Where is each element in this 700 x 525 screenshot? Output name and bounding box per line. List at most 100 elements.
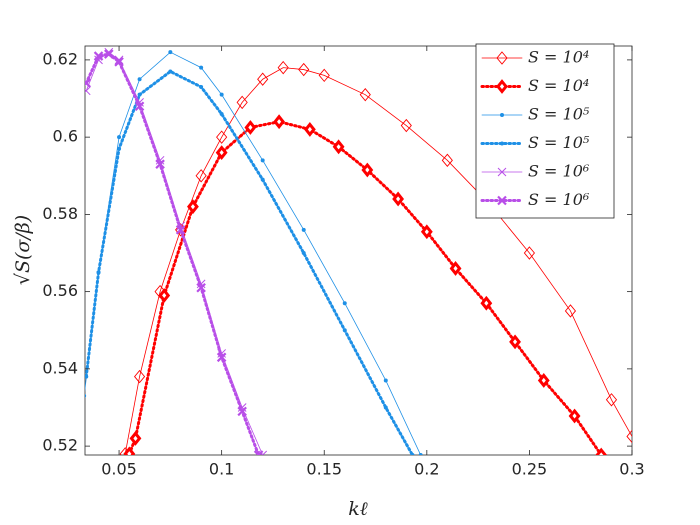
marker bbox=[196, 282, 206, 293]
marker bbox=[500, 141, 504, 146]
marker bbox=[85, 78, 92, 88]
y-axis-label: √S(σ/β) bbox=[12, 215, 34, 285]
marker bbox=[137, 92, 142, 97]
marker bbox=[568, 408, 581, 424]
series-line bbox=[85, 69, 414, 455]
x-tick-label: 0.3 bbox=[619, 460, 644, 479]
legend-label: S = 10⁶ bbox=[528, 162, 590, 181]
marker bbox=[260, 177, 265, 182]
marker bbox=[420, 224, 433, 240]
marker bbox=[361, 162, 374, 178]
plot-layer bbox=[85, 47, 632, 455]
marker bbox=[301, 227, 306, 232]
x-tick-label: 0.15 bbox=[306, 460, 342, 479]
marker bbox=[187, 199, 199, 215]
marker bbox=[359, 87, 371, 102]
marker bbox=[117, 146, 122, 151]
marker bbox=[133, 369, 146, 384]
marker bbox=[117, 135, 122, 140]
marker bbox=[216, 130, 228, 144]
marker bbox=[199, 65, 204, 70]
marker bbox=[383, 405, 388, 410]
marker bbox=[137, 77, 142, 82]
marker bbox=[400, 118, 412, 133]
marker bbox=[342, 301, 347, 306]
marker bbox=[497, 167, 507, 177]
marker bbox=[96, 270, 101, 275]
y-tick-label: 0.52 bbox=[42, 436, 78, 455]
marker bbox=[418, 453, 423, 455]
marker bbox=[219, 111, 224, 116]
marker bbox=[168, 50, 173, 55]
marker bbox=[114, 57, 124, 67]
marker bbox=[129, 430, 142, 446]
legend-label: S = 10⁶ bbox=[528, 190, 590, 209]
series-line bbox=[127, 120, 603, 455]
y-tick-label: 0.54 bbox=[42, 358, 78, 377]
marker bbox=[195, 169, 207, 183]
marker bbox=[257, 72, 269, 86]
marker bbox=[123, 446, 136, 455]
marker bbox=[85, 394, 87, 398]
marker bbox=[244, 120, 257, 135]
marker bbox=[332, 139, 345, 155]
y-tick-label: 0.6 bbox=[53, 127, 78, 146]
marker bbox=[595, 447, 608, 455]
marker bbox=[342, 328, 347, 333]
marker bbox=[253, 450, 264, 455]
x-axis-label: kℓ bbox=[348, 498, 368, 520]
marker bbox=[85, 374, 89, 379]
marker bbox=[564, 304, 577, 318]
marker bbox=[496, 79, 508, 94]
x-tick-label: 0.2 bbox=[414, 460, 439, 479]
marker bbox=[85, 86, 91, 96]
marker bbox=[537, 373, 550, 388]
marker bbox=[496, 51, 508, 65]
legend-label: S = 10⁵ bbox=[528, 105, 590, 124]
marker bbox=[134, 101, 145, 112]
marker bbox=[158, 288, 171, 303]
marker bbox=[523, 246, 535, 260]
marker bbox=[383, 378, 388, 383]
legend-label: S = 10⁴ bbox=[528, 48, 589, 67]
marker bbox=[303, 122, 316, 137]
marker bbox=[114, 55, 124, 65]
marker bbox=[219, 92, 224, 97]
legend-label: S = 10⁵ bbox=[528, 133, 590, 152]
x-tick-label: 0.05 bbox=[101, 460, 137, 479]
marker bbox=[260, 158, 265, 163]
series-line bbox=[85, 51, 422, 455]
marker bbox=[273, 114, 286, 130]
marker bbox=[215, 145, 228, 160]
marker bbox=[93, 51, 104, 61]
marker bbox=[410, 453, 415, 455]
legend-box bbox=[475, 43, 615, 219]
marker bbox=[175, 225, 186, 235]
y-tick-label: 0.56 bbox=[42, 281, 78, 300]
marker bbox=[301, 251, 306, 256]
marker bbox=[216, 352, 227, 363]
marker bbox=[298, 62, 310, 77]
marker bbox=[236, 95, 248, 110]
marker bbox=[449, 261, 462, 276]
marker bbox=[104, 49, 114, 59]
marker bbox=[237, 406, 247, 417]
y-tick-label: 0.58 bbox=[42, 204, 78, 223]
marker bbox=[626, 429, 632, 444]
marker bbox=[441, 153, 453, 168]
y-tick-label: 0.62 bbox=[42, 49, 78, 68]
marker bbox=[168, 69, 173, 74]
marker bbox=[500, 113, 504, 117]
marker bbox=[392, 191, 405, 207]
marker bbox=[497, 195, 507, 206]
x-tick-label: 0.1 bbox=[209, 460, 234, 479]
marker bbox=[318, 68, 330, 83]
marker bbox=[509, 334, 521, 350]
marker bbox=[480, 295, 493, 311]
marker bbox=[277, 60, 289, 75]
x-tick-label: 0.25 bbox=[512, 460, 548, 479]
marker bbox=[605, 393, 618, 407]
legend-label: S = 10⁴ bbox=[528, 76, 589, 95]
marker bbox=[155, 159, 165, 169]
